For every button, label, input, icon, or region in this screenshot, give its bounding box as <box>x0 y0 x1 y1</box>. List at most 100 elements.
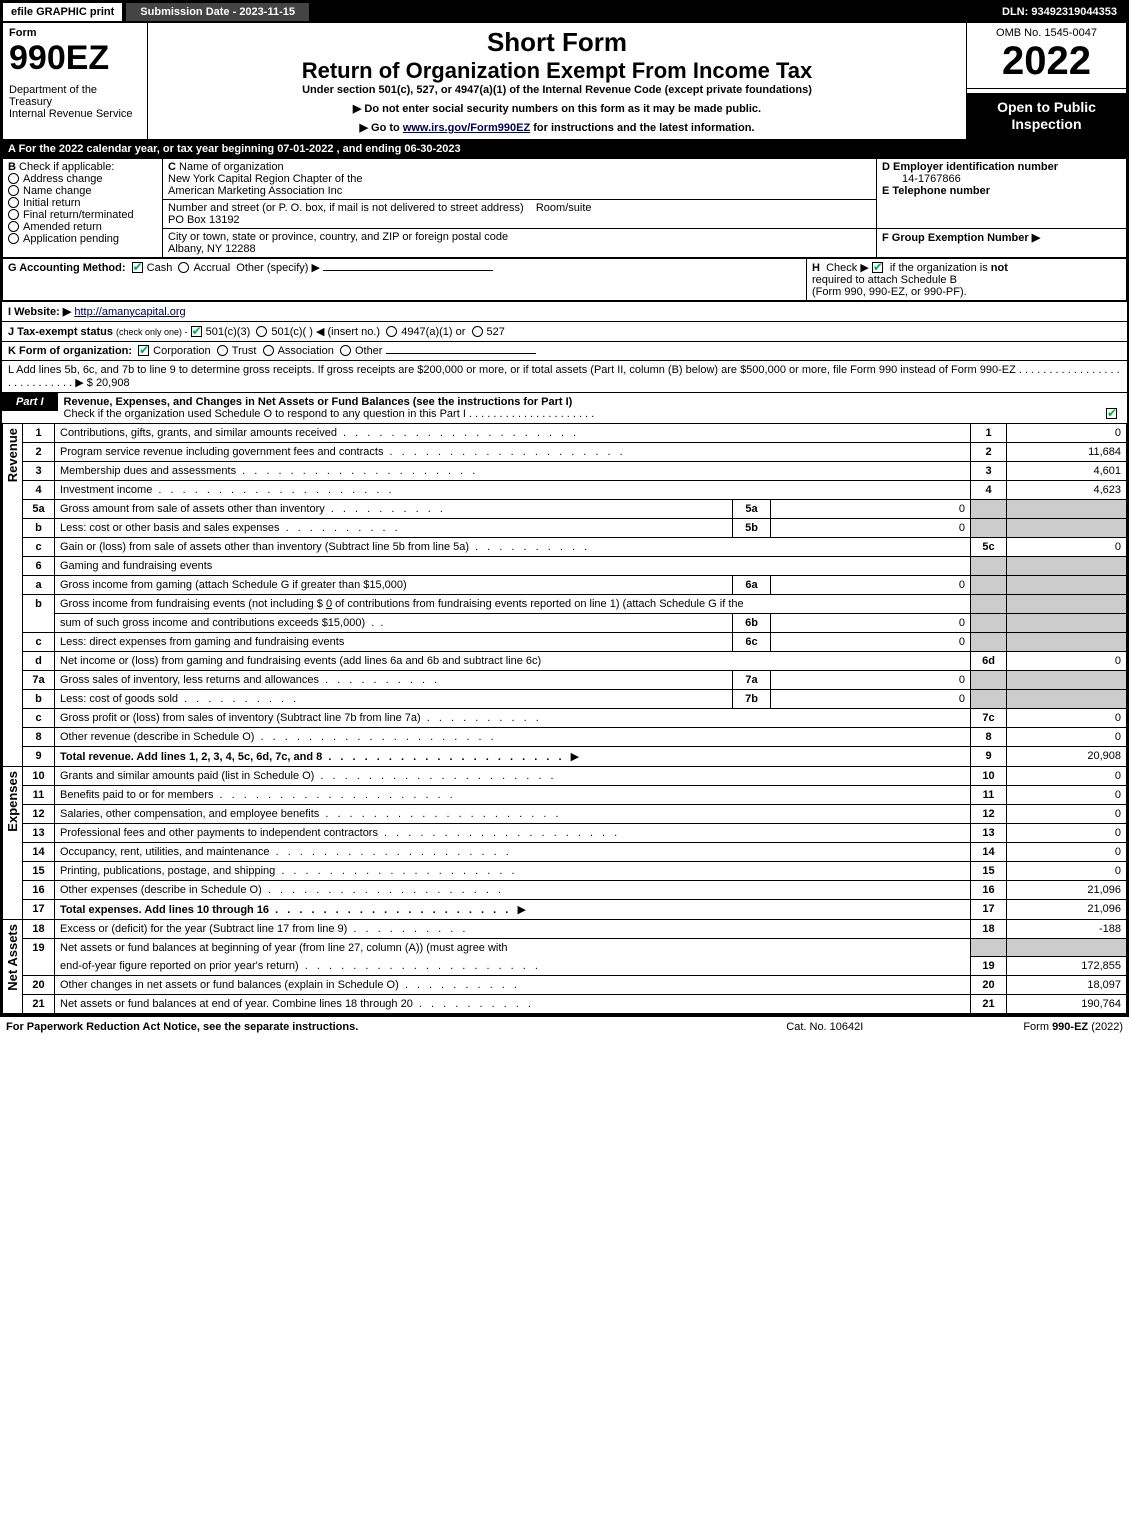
l21-no: 21 <box>23 995 55 1014</box>
chk-application-pending[interactable] <box>8 233 19 244</box>
chk-address-change[interactable] <box>8 173 19 184</box>
irs-link[interactable]: www.irs.gov/Form990EZ <box>403 122 530 134</box>
chk-schedule-o-part1[interactable] <box>1106 408 1117 419</box>
l12-desc: Salaries, other compensation, and employ… <box>60 808 562 820</box>
l14-rno: 14 <box>971 842 1007 861</box>
l6a-midval: 0 <box>771 575 971 594</box>
short-form-title: Short Form <box>154 27 960 58</box>
l9-desc: Total revenue. Add lines 1, 2, 3, 4, 5c,… <box>60 751 565 763</box>
city-label: City or town, state or province, country… <box>168 231 508 243</box>
chk-accrual[interactable] <box>178 262 189 273</box>
l18-rno: 18 <box>971 919 1007 938</box>
l7b-midval: 0 <box>771 689 971 708</box>
l8-rno: 8 <box>971 727 1007 746</box>
l21-desc: Net assets or fund balances at end of ye… <box>60 998 534 1010</box>
city: Albany, NY 12288 <box>168 243 256 255</box>
l19-val: 172,855 <box>1007 957 1127 976</box>
chk-schedule-b-not-required[interactable] <box>872 262 883 273</box>
l6-val-shade <box>1007 556 1127 575</box>
section-netassets-label: Net Assets <box>3 920 22 995</box>
l5b-desc: Less: cost or other basis and sales expe… <box>60 522 401 534</box>
form-number-block: Form 990EZ <box>9 27 141 78</box>
l18-no: 18 <box>23 919 55 938</box>
goto-link-line: ▶ Go to www.irs.gov/Form990EZ for instru… <box>154 121 960 134</box>
chk-trust[interactable] <box>217 345 228 356</box>
chk-cash[interactable] <box>132 262 143 273</box>
l6b-mid: 6b <box>733 613 771 632</box>
chk-501c[interactable] <box>256 326 267 337</box>
l6b-val-shade2 <box>1007 613 1127 632</box>
l6b-val-shade1 <box>1007 594 1127 613</box>
l21-rno: 21 <box>971 995 1007 1014</box>
l5a-rno-shade <box>971 499 1007 518</box>
lbl-application-pending: Application pending <box>23 233 119 245</box>
l6c-rno-shade <box>971 632 1007 651</box>
l9-arrow: ▶ <box>571 750 579 763</box>
lbl-initial-return: Initial return <box>23 197 80 209</box>
chk-final-return[interactable] <box>8 209 19 220</box>
part-i-check: Check if the organization used Schedule … <box>64 408 595 420</box>
other-specify-line <box>323 270 493 271</box>
chk-amended-return[interactable] <box>8 221 19 232</box>
footer-form: 990-EZ <box>1052 1021 1088 1033</box>
l8-no: 8 <box>23 727 55 746</box>
l6b-rno-shade2 <box>971 613 1007 632</box>
l5b-no: b <box>23 518 55 537</box>
l7a-midval: 0 <box>771 670 971 689</box>
chk-501c3[interactable] <box>191 326 202 337</box>
website-link[interactable]: http://amanycapital.org <box>74 306 185 318</box>
row-h-text4: (Form 990, 990-EZ, or 990-PF). <box>812 286 967 298</box>
lbl-accrual: Accrual <box>193 262 230 274</box>
footer-cat: Cat. No. 10642I <box>786 1021 863 1033</box>
l1-desc: Contributions, gifts, grants, and simila… <box>60 427 579 439</box>
l6d-desc: Net income or (loss) from gaming and fun… <box>55 651 971 670</box>
l6b-no: b <box>23 594 55 632</box>
l13-no: 13 <box>23 823 55 842</box>
l5a-val-shade <box>1007 499 1127 518</box>
l7b-desc: Less: cost of goods sold <box>60 693 299 705</box>
chk-other-org[interactable] <box>340 345 351 356</box>
chk-initial-return[interactable] <box>8 197 19 208</box>
l5a-midval: 0 <box>771 499 971 518</box>
section-revenue-label: Revenue <box>3 424 22 486</box>
street-label: Number and street (or P. O. box, if mail… <box>168 202 524 214</box>
l4-val: 4,623 <box>1007 480 1127 499</box>
l6a-rno-shade <box>971 575 1007 594</box>
lbl-527: 527 <box>487 326 505 338</box>
l5c-rno: 5c <box>971 537 1007 556</box>
chk-527[interactable] <box>472 326 483 337</box>
l2-rno: 2 <box>971 442 1007 461</box>
l6b-desc2: sum of such gross income and contributio… <box>60 617 365 629</box>
lines-table: Revenue 1 Contributions, gifts, grants, … <box>2 423 1127 1015</box>
l4-rno: 4 <box>971 480 1007 499</box>
page-footer: For Paperwork Reduction Act Notice, see … <box>0 1016 1129 1037</box>
chk-4947[interactable] <box>386 326 397 337</box>
l5b-mid: 5b <box>733 518 771 537</box>
footer-form-post: (2022) <box>1088 1021 1123 1033</box>
open-public-badge: Open to Public Inspection <box>967 93 1126 139</box>
l19-rno: 19 <box>971 957 1007 976</box>
l5b-midval: 0 <box>771 518 971 537</box>
lbl-other-specify: Other (specify) ▶ <box>236 262 320 274</box>
l6-no: 6 <box>23 556 55 575</box>
lbl-corporation: Corporation <box>153 345 210 357</box>
l16-rno: 16 <box>971 880 1007 899</box>
l11-val: 0 <box>1007 785 1127 804</box>
row-i-label: I Website: ▶ <box>8 306 71 318</box>
l6d-no: d <box>23 651 55 670</box>
lbl-name-change: Name change <box>23 185 92 197</box>
chk-corporation[interactable] <box>138 345 149 356</box>
l7b-no: b <box>23 689 55 708</box>
lbl-association: Association <box>278 345 334 357</box>
l7a-no: 7a <box>23 670 55 689</box>
row-h-not: not <box>991 262 1008 274</box>
l12-no: 12 <box>23 804 55 823</box>
l11-desc: Benefits paid to or for members <box>60 789 456 801</box>
l1-rno: 1 <box>971 423 1007 442</box>
chk-association[interactable] <box>263 345 274 356</box>
l19-no: 19 <box>23 938 55 976</box>
l7a-mid: 7a <box>733 670 771 689</box>
l5c-val: 0 <box>1007 537 1127 556</box>
top-bar: efile GRAPHIC print Submission Date - 20… <box>2 2 1127 22</box>
chk-name-change[interactable] <box>8 185 19 196</box>
